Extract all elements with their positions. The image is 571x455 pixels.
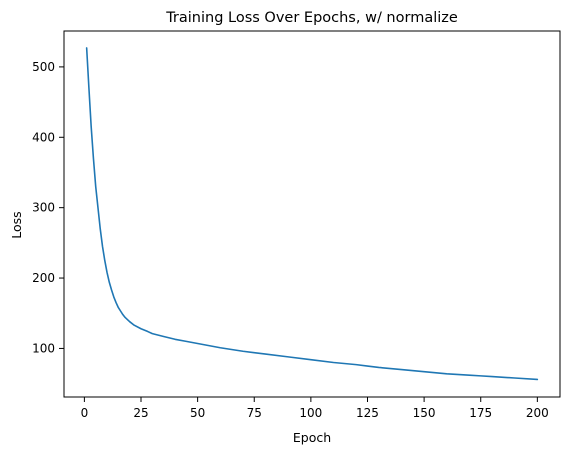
x-tick-label: 75 [247,406,262,420]
loss-series-line [85,47,539,381]
y-tick-label: 200 [32,271,55,285]
x-tick-label: 175 [469,406,492,420]
y-axis-ticks: 100 200 300 400 500 [32,60,64,355]
x-tick-label: 200 [526,406,549,420]
x-tick-label: 25 [133,406,148,420]
chart-title: Training Loss Over Epochs, w/ normalize [165,10,458,26]
x-tick-label: 50 [190,406,205,420]
y-tick-label: 400 [32,130,55,144]
y-tick-label: 300 [32,201,55,215]
x-tick-label: 100 [299,406,322,420]
y-tick-label: 100 [32,341,55,355]
x-tick-label: 125 [356,406,379,420]
y-tick-label: 500 [32,60,55,74]
x-tick-label: 150 [413,406,436,420]
x-axis-label: Epoch [293,430,331,445]
plot-area-frame [63,30,561,398]
x-tick-label: 0 [81,406,89,420]
x-axis-ticks: 0 25 50 75 100 125 150 175 200 [81,397,549,420]
y-axis-label: Loss [9,211,24,238]
